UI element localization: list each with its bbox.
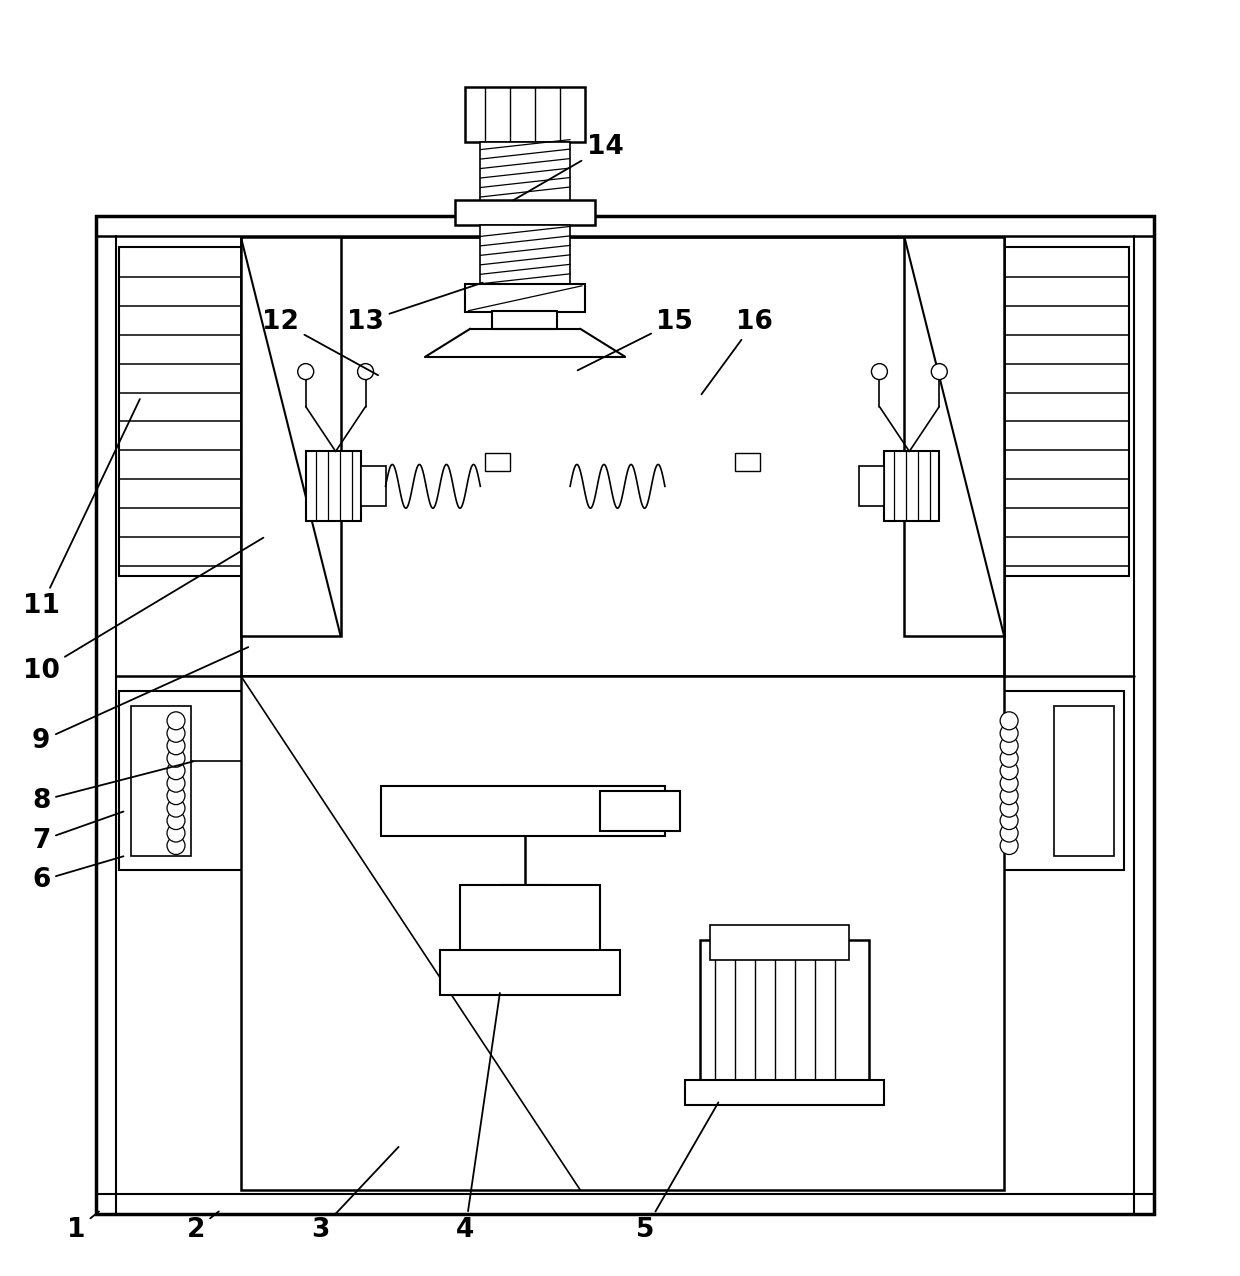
Circle shape [1001,736,1018,754]
Text: 4: 4 [456,993,500,1243]
Circle shape [167,824,185,842]
Circle shape [1001,712,1018,730]
Text: 13: 13 [347,283,482,334]
Text: 1: 1 [67,1211,99,1243]
Circle shape [1001,837,1018,855]
Circle shape [1001,749,1018,767]
Circle shape [167,787,185,805]
Circle shape [1001,725,1018,743]
Circle shape [167,812,185,829]
Circle shape [1001,762,1018,780]
Bar [381,786,665,836]
Bar [485,453,510,471]
Text: 12: 12 [263,309,378,375]
Bar [460,886,600,956]
Text: 9: 9 [32,647,248,754]
Text: 3: 3 [311,1147,398,1243]
Bar [975,690,1123,870]
Bar [241,237,341,635]
Bar [709,925,849,961]
Circle shape [167,712,185,730]
Circle shape [357,364,373,379]
Circle shape [167,775,185,792]
Bar [361,467,386,507]
Text: 15: 15 [578,309,693,370]
Text: 11: 11 [22,399,140,619]
Circle shape [167,837,185,855]
Bar [884,452,939,522]
Bar [97,216,1153,1213]
Bar [600,791,680,831]
Text: 14: 14 [512,134,624,200]
Text: 5: 5 [636,1102,718,1243]
Bar [492,311,557,329]
Text: 10: 10 [22,537,263,684]
Text: 6: 6 [32,856,124,893]
Circle shape [1001,812,1018,829]
Text: 16: 16 [702,309,773,394]
Bar [306,452,361,522]
Bar [455,200,595,225]
Bar [440,951,620,995]
Bar [859,467,884,507]
Bar [119,246,279,577]
Bar [1054,706,1114,855]
Circle shape [167,749,185,767]
Circle shape [1001,824,1018,842]
Bar [465,87,585,142]
Circle shape [167,736,185,754]
Bar [241,676,1004,1189]
Circle shape [167,725,185,743]
Circle shape [1001,787,1018,805]
Circle shape [298,364,314,379]
Bar [480,142,570,202]
Bar [699,940,869,1085]
Bar [131,706,191,855]
Bar [684,1079,884,1105]
Circle shape [872,364,888,379]
Bar [119,690,269,870]
Bar [465,283,585,311]
Circle shape [167,762,185,780]
Circle shape [1001,775,1018,792]
Circle shape [1001,799,1018,817]
Bar [904,237,1004,635]
Bar [735,453,760,471]
Text: 8: 8 [32,762,193,814]
Text: 2: 2 [187,1211,218,1243]
Circle shape [167,799,185,817]
Bar [965,246,1128,577]
Bar [480,225,570,287]
Text: 7: 7 [32,812,124,854]
Circle shape [931,364,947,379]
Bar [241,237,1004,676]
